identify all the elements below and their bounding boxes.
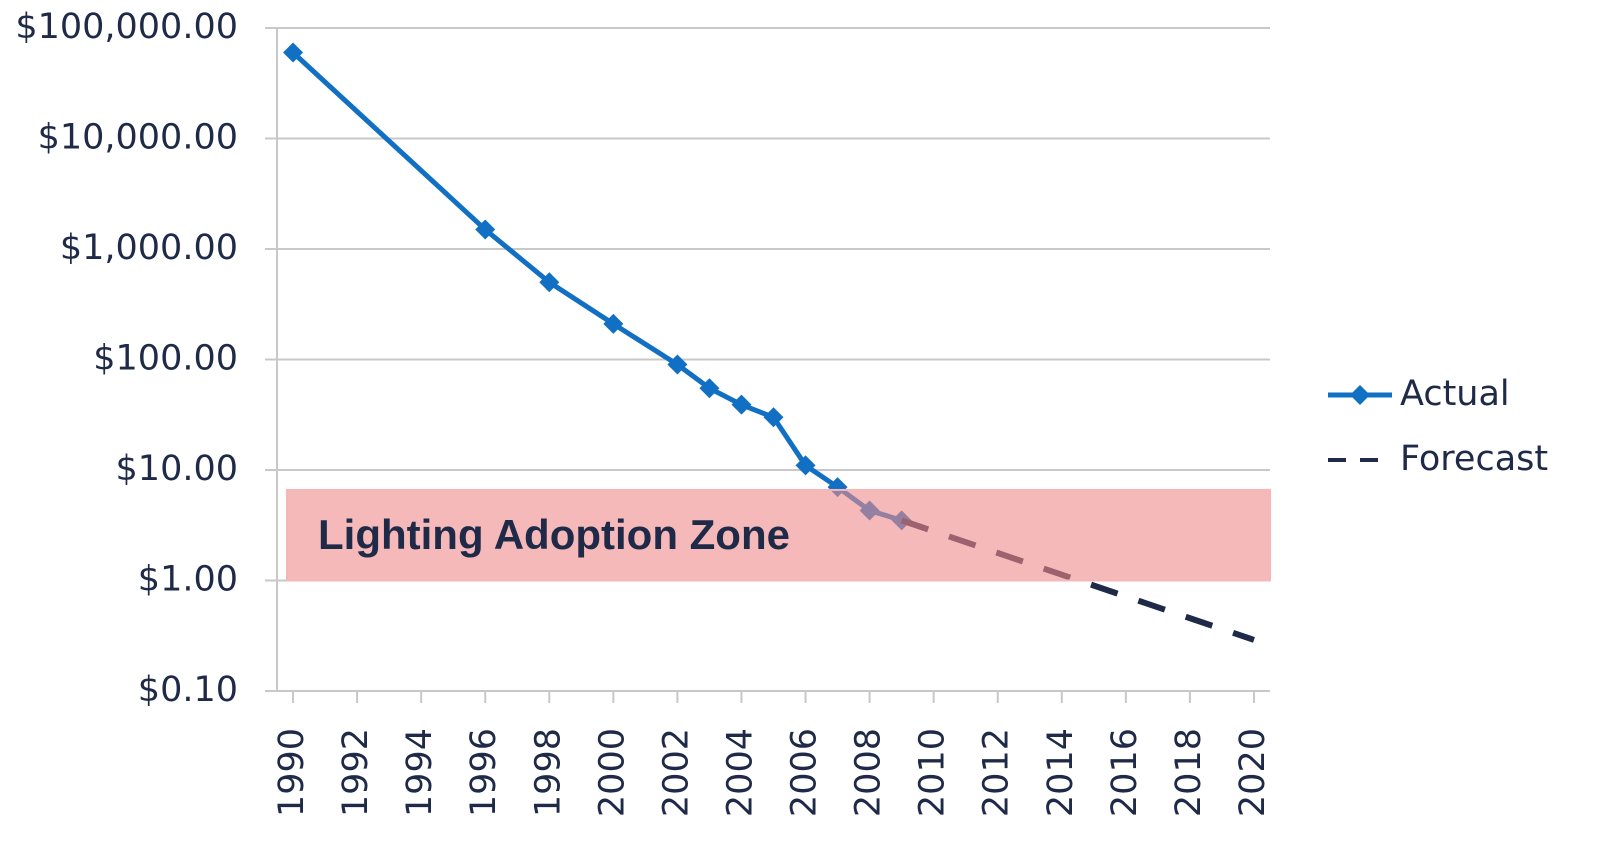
x-tick-label: 2018 (1169, 728, 1209, 817)
x-tick-label: 2006 (785, 728, 825, 817)
legend-label: Forecast (1400, 439, 1548, 479)
marker (283, 42, 304, 63)
x-tick-label: 2012 (977, 728, 1017, 817)
x-tick-label: 2020 (1233, 728, 1273, 817)
x-tick-label: 2004 (720, 728, 760, 817)
marker (475, 219, 496, 240)
y-tick-label: $1.00 (138, 560, 238, 600)
marker (539, 272, 560, 293)
legend-label: Actual (1400, 374, 1510, 414)
y-tick-label: $1,000.00 (60, 228, 238, 268)
marker (795, 455, 816, 476)
marker (763, 407, 784, 428)
y-tick-label: $100,000.00 (15, 7, 238, 47)
x-tick-label: 2002 (656, 728, 696, 817)
x-tick-label: 1994 (400, 728, 440, 817)
y-tick-label: $0.10 (138, 670, 238, 710)
y-tick-label: $10,000.00 (38, 118, 238, 158)
x-tick-label: 2016 (1105, 728, 1145, 817)
x-tick-label: 2014 (1041, 728, 1081, 817)
marker (731, 394, 752, 415)
x-tick-label: 1996 (464, 728, 504, 817)
x-tick-label: 1992 (336, 728, 376, 817)
marker (699, 378, 720, 399)
x-tick-label: 2010 (913, 728, 953, 817)
x-tick-label: 1998 (528, 728, 568, 817)
legend-marker (1350, 385, 1370, 405)
y-tick-label: $10.00 (116, 449, 238, 489)
marker (667, 354, 688, 375)
y-tick-label: $100.00 (93, 339, 238, 379)
x-tick-label: 2000 (592, 728, 632, 817)
zone-label: Lighting Adoption Zone (318, 511, 790, 558)
x-tick-label: 2008 (849, 728, 889, 817)
marker (603, 313, 624, 334)
x-tick-label: 1990 (272, 728, 312, 817)
series-line (291, 50, 903, 523)
adoption-zone (286, 488, 1271, 582)
